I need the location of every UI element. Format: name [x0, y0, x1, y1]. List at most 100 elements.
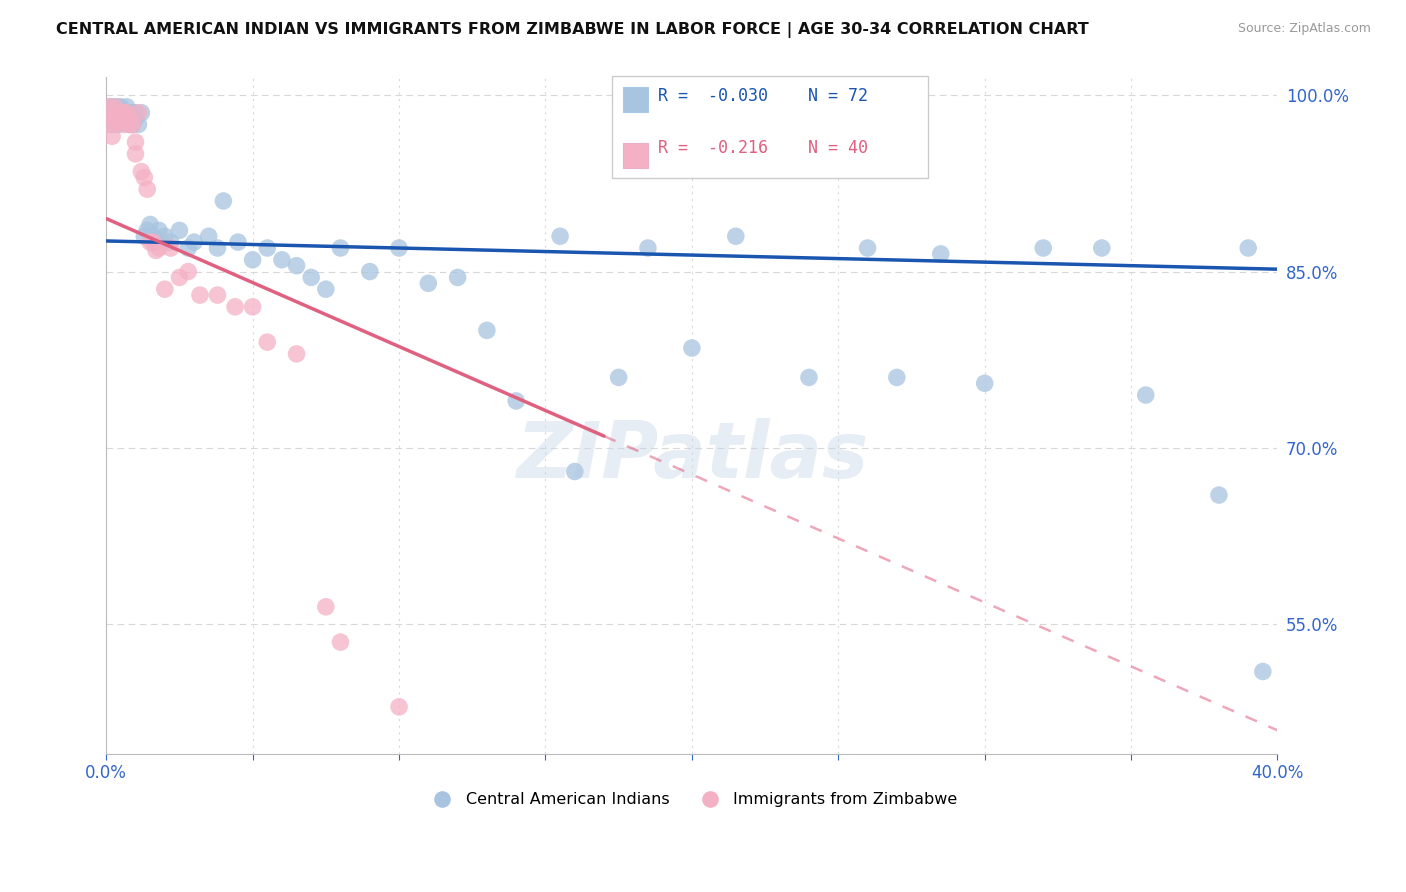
Point — [1237, 241, 1260, 255]
Point — [285, 259, 308, 273]
Point — [1135, 388, 1157, 402]
Point — [98, 118, 121, 132]
Point — [207, 288, 229, 302]
Point — [98, 112, 121, 126]
Point — [112, 112, 135, 126]
Point — [118, 105, 141, 120]
Point — [169, 270, 191, 285]
Point — [299, 270, 322, 285]
Point — [207, 241, 229, 255]
Point — [118, 118, 141, 132]
Point — [197, 229, 219, 244]
Point — [98, 100, 121, 114]
Point — [929, 247, 952, 261]
Point — [242, 300, 264, 314]
Point — [110, 112, 132, 126]
Point — [115, 114, 138, 128]
Point — [285, 347, 308, 361]
Point — [973, 376, 995, 391]
Point — [107, 105, 129, 120]
Point — [112, 105, 135, 120]
Point — [118, 112, 141, 126]
Point — [724, 229, 747, 244]
Point — [107, 114, 129, 128]
Point — [637, 241, 659, 255]
Text: R =  -0.216    N = 40: R = -0.216 N = 40 — [658, 139, 868, 157]
Point — [134, 170, 156, 185]
Point — [107, 100, 129, 114]
Point — [112, 118, 135, 132]
Point — [121, 118, 143, 132]
Point — [148, 241, 170, 255]
Point — [1208, 488, 1230, 502]
Point — [315, 599, 337, 614]
Point — [124, 135, 146, 149]
Point — [159, 235, 181, 249]
Point — [104, 100, 127, 114]
Point — [98, 105, 121, 120]
Point — [388, 699, 411, 714]
Point — [212, 194, 235, 208]
Point — [101, 129, 124, 144]
Point — [110, 114, 132, 128]
Point — [145, 244, 167, 258]
Point — [224, 300, 246, 314]
Point — [226, 235, 249, 249]
Text: Source: ZipAtlas.com: Source: ZipAtlas.com — [1237, 22, 1371, 36]
Text: ZIPatlas: ZIPatlas — [516, 418, 868, 494]
Point — [136, 223, 159, 237]
Point — [107, 118, 129, 132]
Point — [115, 112, 138, 126]
Legend: Central American Indians, Immigrants from Zimbabwe: Central American Indians, Immigrants fro… — [419, 786, 965, 814]
Point — [131, 105, 153, 120]
Point — [607, 370, 630, 384]
Point — [110, 100, 132, 114]
Point — [177, 264, 200, 278]
Point — [177, 241, 200, 255]
Point — [329, 241, 352, 255]
Point — [681, 341, 703, 355]
Point — [159, 241, 181, 255]
Point — [188, 288, 211, 302]
Point — [359, 264, 381, 278]
Point — [136, 182, 159, 196]
Point — [418, 277, 440, 291]
Point — [564, 465, 586, 479]
Point — [107, 105, 129, 120]
Point — [101, 118, 124, 132]
Point — [329, 635, 352, 649]
Point — [271, 252, 294, 267]
Point — [475, 323, 498, 337]
Point — [1091, 241, 1114, 255]
Point — [256, 241, 278, 255]
Point — [112, 105, 135, 120]
Point — [115, 100, 138, 114]
Point — [446, 270, 468, 285]
Text: CENTRAL AMERICAN INDIAN VS IMMIGRANTS FROM ZIMBABWE IN LABOR FORCE | AGE 30-34 C: CENTRAL AMERICAN INDIAN VS IMMIGRANTS FR… — [56, 22, 1090, 38]
Point — [127, 118, 149, 132]
Point — [256, 335, 278, 350]
Point — [856, 241, 879, 255]
Point — [104, 105, 127, 120]
Point — [886, 370, 908, 384]
Point — [98, 100, 121, 114]
Point — [139, 218, 162, 232]
Point — [1032, 241, 1054, 255]
Point — [145, 235, 167, 249]
Point — [315, 282, 337, 296]
Point — [388, 241, 411, 255]
Point — [797, 370, 820, 384]
Point — [110, 105, 132, 120]
Point — [134, 229, 156, 244]
Point — [142, 235, 165, 249]
Point — [121, 105, 143, 120]
Point — [131, 164, 153, 178]
Point — [124, 105, 146, 120]
Point — [101, 112, 124, 126]
Point — [121, 118, 143, 132]
Text: R =  -0.030    N = 72: R = -0.030 N = 72 — [658, 87, 868, 104]
Point — [110, 105, 132, 120]
Point — [142, 229, 165, 244]
Point — [124, 112, 146, 126]
Point — [118, 118, 141, 132]
